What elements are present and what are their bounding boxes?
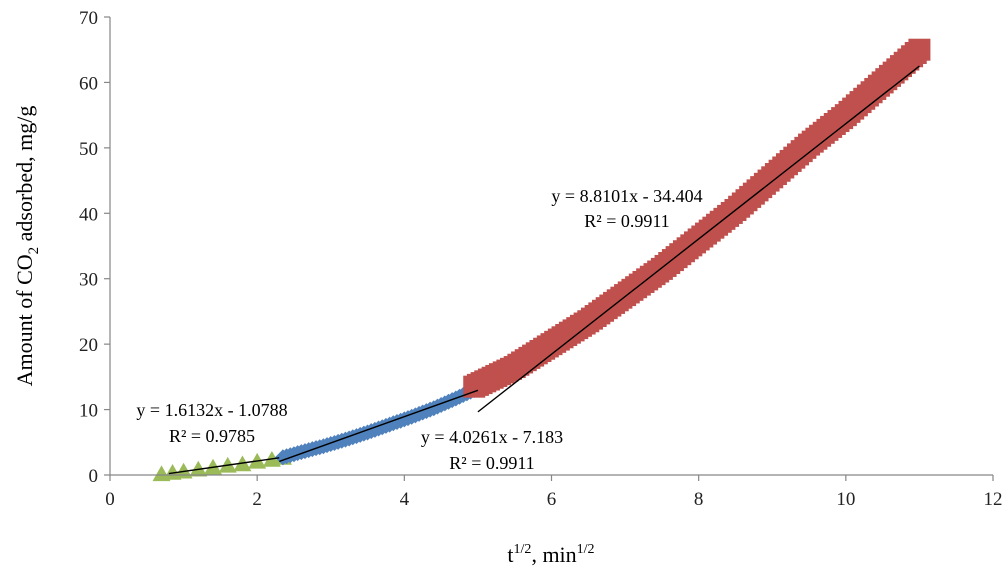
y-tick-label: 40 bbox=[79, 204, 98, 225]
label-layer: t1/2, min1/2 Amount of CO2 adsorbed, mg/g… bbox=[12, 106, 703, 567]
series-square bbox=[463, 38, 931, 398]
fit-r-squared: R² = 0.9785 bbox=[169, 426, 255, 446]
y-axis-label: Amount of CO2 adsorbed, mg/g bbox=[12, 106, 42, 387]
y-tick-label: 50 bbox=[79, 139, 98, 160]
x-tick-label: 6 bbox=[547, 489, 557, 510]
x-tick-label: 2 bbox=[252, 489, 262, 510]
x-tick-label: 8 bbox=[694, 489, 704, 510]
y-tick-label: 60 bbox=[79, 73, 98, 94]
y-tick-label: 20 bbox=[79, 335, 98, 356]
trendline bbox=[477, 65, 920, 413]
y-tick-label: 30 bbox=[79, 270, 98, 291]
axes-layer: 0 10 20 30 40 50 60 70 0 2 4 6 8 10 12 bbox=[79, 8, 1003, 510]
y-tick-label: 70 bbox=[79, 8, 98, 29]
x-tick-label: 10 bbox=[836, 489, 855, 510]
fit-r-squared: R² = 0.9911 bbox=[584, 211, 669, 231]
fit-equation: y = 4.0261x - 7.183 bbox=[421, 427, 563, 447]
fit-equation: y = 1.6132x - 1.0788 bbox=[136, 400, 287, 420]
series-layer bbox=[152, 38, 931, 482]
x-tick-label: 4 bbox=[400, 489, 410, 510]
trendline-layer bbox=[168, 65, 920, 475]
y-tick-label: 10 bbox=[79, 401, 98, 422]
x-tick-label: 12 bbox=[984, 489, 1003, 510]
data-point bbox=[189, 460, 208, 477]
x-tick-label: 0 bbox=[105, 489, 115, 510]
trendline bbox=[279, 389, 479, 463]
trendline bbox=[168, 457, 280, 475]
x-axis-label: t1/2, min1/2 bbox=[507, 542, 594, 567]
data-point bbox=[908, 38, 931, 61]
fit-r-squared: R² = 0.9911 bbox=[449, 453, 534, 473]
y-tick-label: 0 bbox=[89, 466, 99, 487]
series-triangle bbox=[152, 448, 292, 482]
fit-equation: y = 8.8101x - 34.404 bbox=[551, 186, 702, 206]
